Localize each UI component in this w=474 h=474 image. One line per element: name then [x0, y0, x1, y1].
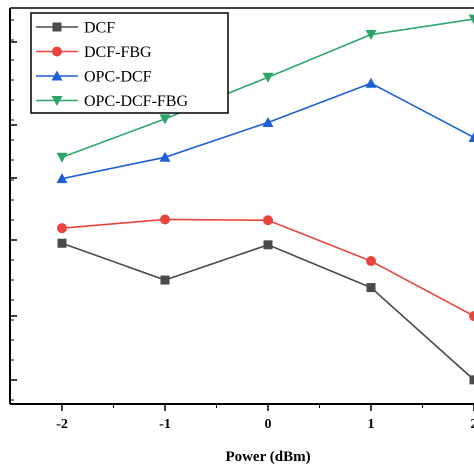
- circle-marker: [160, 214, 170, 225]
- legend-label: OPC-DCF: [84, 69, 152, 86]
- legend-label: OPC-DCF-FBG: [84, 93, 188, 110]
- legend-item: DCF-FBG: [36, 44, 152, 61]
- circle-marker: [52, 46, 62, 57]
- circle-marker: [263, 215, 273, 226]
- square-marker: [52, 22, 62, 32]
- legend-label: DCF-FBG: [84, 44, 152, 61]
- x-axis-ticks: -2 -1 0 1 2: [56, 404, 474, 432]
- triangle-down-marker: [56, 152, 68, 163]
- triangle-up-marker: [468, 131, 474, 142]
- y-axis-ticks: [10, 19, 17, 401]
- x-tick-label: 0: [265, 417, 272, 432]
- triangle-down-marker: [262, 72, 274, 83]
- x-tick-label: -1: [159, 417, 171, 432]
- triangle-down-marker: [365, 30, 377, 41]
- legend-item: OPC-DCF: [36, 69, 152, 86]
- square-marker: [57, 238, 67, 248]
- circle-marker: [366, 256, 376, 267]
- series-line: [61, 242, 474, 381]
- series-opc-dcf-fbg: [56, 14, 474, 163]
- x-tick-label: -2: [56, 417, 68, 432]
- square-marker: [366, 283, 376, 293]
- series-dcf-fbg: [57, 214, 474, 322]
- x-tick-label: 2: [471, 417, 474, 432]
- series-line: [61, 218, 474, 317]
- triangle-up-marker: [56, 173, 68, 184]
- triangle-up-marker: [159, 151, 171, 162]
- series-layer: [56, 14, 474, 385]
- x-tick-label: 1: [368, 417, 375, 432]
- series-opc-dcf: [56, 77, 474, 184]
- triangle-up-marker: [262, 116, 274, 127]
- circle-marker: [469, 311, 474, 322]
- plot-frame: [9, 7, 474, 405]
- legend-box: [30, 12, 229, 114]
- legend: DCF DCF-FBG OPC-DCF OPC-DCF-FBG: [30, 12, 229, 114]
- triangle-up-marker: [51, 70, 63, 81]
- x-axis-title: Power (dBm): [225, 449, 310, 465]
- triangle-up-marker: [365, 77, 377, 88]
- square-marker: [160, 275, 170, 285]
- triangle-down-marker: [468, 14, 474, 25]
- legend-item: OPC-DCF-FBG: [36, 93, 188, 110]
- square-marker: [263, 240, 273, 250]
- triangle-down-marker: [159, 114, 171, 125]
- square-marker: [469, 375, 474, 385]
- legend-item: DCF: [36, 20, 115, 37]
- triangle-down-marker: [51, 96, 63, 106]
- circle-marker: [57, 223, 67, 234]
- series-dcf: [57, 238, 474, 385]
- legend-label: DCF: [84, 20, 115, 37]
